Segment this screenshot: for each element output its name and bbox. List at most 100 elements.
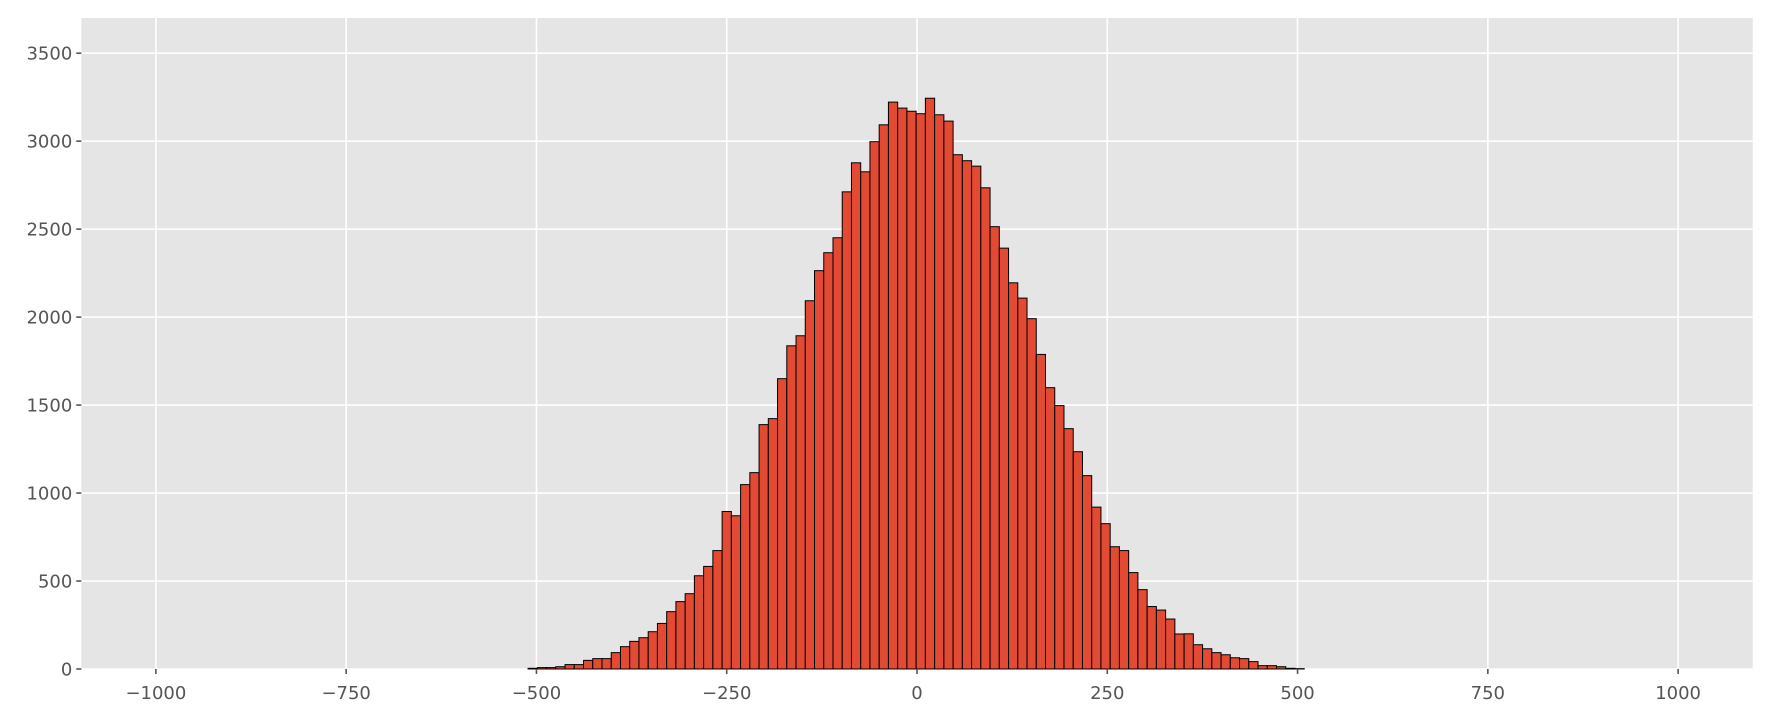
y-tick-label: 3500 bbox=[26, 44, 72, 65]
histogram-bar bbox=[924, 97, 936, 670]
x-tick-label: −1000 bbox=[125, 683, 186, 704]
histogram-bar bbox=[1063, 428, 1074, 670]
histogram-bar bbox=[1017, 297, 1028, 670]
histogram-bar bbox=[601, 658, 612, 670]
histogram-bar bbox=[1220, 654, 1231, 670]
histogram-bar bbox=[1192, 644, 1204, 670]
x-tick-label: 500 bbox=[1280, 683, 1314, 704]
histogram-bar bbox=[1285, 667, 1296, 670]
histogram-bar bbox=[730, 515, 742, 670]
histogram-bar bbox=[758, 424, 769, 670]
histogram-bar bbox=[749, 472, 760, 670]
histogram-bar bbox=[887, 101, 899, 670]
x-tick-label: −750 bbox=[321, 683, 370, 704]
histogram-bar bbox=[629, 640, 640, 670]
histogram-bar bbox=[915, 113, 926, 670]
histogram-bar bbox=[703, 565, 714, 670]
histogram-bar bbox=[592, 658, 603, 670]
histogram-bar bbox=[1035, 353, 1047, 670]
histogram-bar bbox=[1091, 506, 1102, 670]
histogram-bar bbox=[1257, 665, 1268, 670]
y-tick-label: 2500 bbox=[26, 220, 72, 241]
histogram-bar bbox=[1183, 633, 1194, 670]
histogram-bar bbox=[906, 110, 917, 670]
histogram-bar bbox=[878, 124, 889, 670]
histogram-bar bbox=[943, 120, 954, 670]
y-tick-label: 1000 bbox=[26, 484, 72, 505]
histogram-bar bbox=[767, 418, 779, 670]
histogram-bar bbox=[1118, 550, 1130, 670]
y-tick-label: 2000 bbox=[26, 308, 72, 329]
histogram-bar bbox=[1174, 633, 1185, 670]
histogram-bar bbox=[1128, 572, 1139, 670]
histogram-bar bbox=[850, 162, 862, 670]
histogram-bar bbox=[1248, 661, 1259, 670]
histogram-bar bbox=[693, 575, 705, 670]
histogram-bar bbox=[1229, 657, 1241, 670]
x-tick-label: −500 bbox=[512, 683, 561, 704]
histogram-bar bbox=[860, 171, 871, 670]
x-tick-label: −250 bbox=[702, 683, 751, 704]
histogram-bar bbox=[1266, 665, 1278, 670]
histogram-bar bbox=[786, 345, 797, 670]
x-axis: −1000 −750 −500 −250 0 250 500 750 1000 bbox=[125, 669, 1701, 704]
histogram-bar bbox=[1100, 523, 1111, 670]
histogram-bar bbox=[610, 652, 621, 670]
histogram-bar bbox=[1165, 618, 1176, 670]
histogram-bar bbox=[952, 154, 963, 670]
histogram-bar bbox=[961, 160, 973, 670]
histogram-bar bbox=[1045, 387, 1056, 670]
y-tick-label: 1500 bbox=[26, 396, 72, 417]
histogram-bar bbox=[1276, 666, 1287, 670]
histogram-bar bbox=[980, 187, 991, 670]
histogram-bar bbox=[721, 511, 732, 670]
x-tick-label: 750 bbox=[1471, 683, 1505, 704]
x-tick-label: 250 bbox=[1090, 683, 1124, 704]
histogram-bar bbox=[684, 593, 695, 670]
histogram-bar bbox=[1008, 282, 1019, 670]
histogram-bar bbox=[897, 107, 908, 670]
histogram-bar bbox=[619, 646, 631, 670]
histogram-bar bbox=[1155, 609, 1167, 670]
histogram-bar bbox=[869, 141, 880, 670]
histogram-bar bbox=[777, 378, 788, 670]
histogram-bar bbox=[823, 252, 834, 670]
histogram-bar bbox=[1026, 318, 1037, 670]
histogram-bar bbox=[666, 611, 677, 670]
histogram-bar bbox=[647, 631, 658, 670]
histogram-bars bbox=[527, 97, 1305, 670]
histogram-bar bbox=[1109, 546, 1120, 670]
histogram-bar bbox=[795, 335, 806, 670]
histogram-bar bbox=[998, 247, 1010, 670]
histogram-bar bbox=[536, 667, 548, 670]
y-tick-label: 3000 bbox=[26, 132, 72, 153]
y-axis: 0 500 1000 1500 2000 2500 3000 3500 bbox=[26, 44, 82, 681]
histogram-bar bbox=[934, 114, 945, 670]
histogram-bar bbox=[546, 667, 557, 670]
histogram-bar bbox=[814, 270, 825, 670]
histogram-bar bbox=[1081, 475, 1093, 670]
histogram-bar bbox=[638, 637, 649, 670]
histogram-bar bbox=[1239, 658, 1250, 670]
x-tick-label: 0 bbox=[911, 683, 922, 704]
histogram-bar bbox=[1202, 648, 1213, 670]
histogram-bar bbox=[573, 664, 585, 670]
histogram-bar bbox=[564, 664, 575, 670]
histogram-bar bbox=[1072, 451, 1083, 670]
histogram-bar bbox=[656, 622, 668, 670]
histogram-bar bbox=[740, 484, 751, 670]
y-tick-label: 0 bbox=[61, 660, 72, 681]
histogram-bar bbox=[1211, 652, 1222, 670]
histogram-bar bbox=[555, 666, 566, 670]
histogram-bar bbox=[832, 237, 843, 670]
histogram-bar bbox=[841, 191, 852, 670]
histogram-bar bbox=[675, 601, 686, 670]
y-tick-label: 500 bbox=[38, 572, 72, 593]
histogram-bar bbox=[583, 659, 594, 670]
histogram-bar bbox=[989, 226, 1000, 670]
histogram-bar bbox=[1054, 405, 1065, 670]
histogram-bar bbox=[527, 667, 538, 670]
histogram-bar bbox=[1146, 606, 1157, 670]
x-tick-label: 1000 bbox=[1655, 683, 1701, 704]
